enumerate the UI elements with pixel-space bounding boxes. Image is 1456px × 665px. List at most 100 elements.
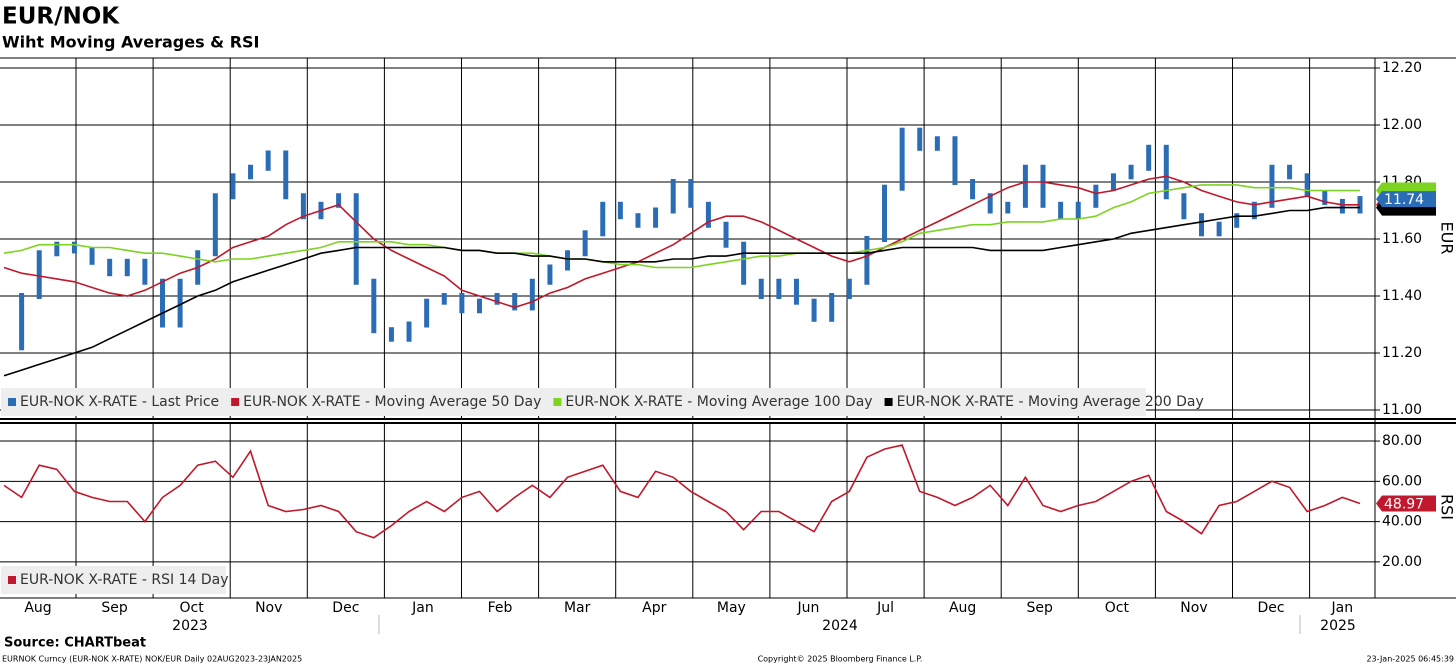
chart-subtitle: Wiht Moving Averages & RSI — [2, 33, 259, 52]
price-bar — [617, 201, 623, 220]
price-bar — [1022, 164, 1028, 208]
price-bar — [705, 201, 711, 228]
x-tick-label: Jul — [876, 600, 894, 616]
price-bar — [1322, 190, 1328, 205]
price-bar — [529, 278, 535, 311]
x-tick-label: Jun — [797, 600, 820, 616]
y-tick-label: 11.60 — [1382, 231, 1422, 247]
price-bar — [987, 193, 993, 214]
price-bar — [283, 150, 289, 200]
x-tick-label: Nov — [255, 600, 282, 616]
price-bar — [793, 278, 799, 305]
price-bar — [1163, 144, 1169, 200]
source: Source: CHARTbeat — [4, 636, 146, 651]
y-tick-label: 11.00 — [1382, 402, 1422, 418]
x-tick-label: Dec — [1258, 600, 1285, 616]
legend-swatch — [884, 398, 893, 406]
price-bar — [230, 173, 236, 200]
price-bar — [476, 298, 482, 314]
price-bar — [1304, 173, 1310, 197]
legend-label: EUR-NOK X-RATE - Moving Average 100 Day — [565, 394, 872, 410]
price-bar — [1199, 213, 1205, 237]
price-bar — [864, 236, 870, 285]
price-bar — [371, 278, 377, 334]
price-bar — [934, 136, 940, 151]
price-bar — [300, 193, 306, 220]
last-value-label: 11.74 — [1384, 192, 1424, 208]
y-tick-label: 11.40 — [1382, 288, 1422, 304]
price-bar — [248, 164, 254, 180]
y-tick-label: 40.00 — [1382, 514, 1422, 530]
footer-center: Copyright© 2025 Bloomberg Finance L.P. — [758, 655, 923, 664]
x-tick-label: Feb — [488, 600, 513, 616]
year-label: 2023 — [172, 618, 208, 634]
price-bar — [688, 179, 694, 208]
price-bar — [723, 221, 729, 248]
x-tick-label: Dec — [332, 600, 359, 616]
x-tick-label: Aug — [24, 600, 51, 616]
footer-left: EURNOK Curncy (EUR-NOK X-RATE) NOK/EUR D… — [2, 655, 302, 664]
series-line — [3, 444, 1361, 539]
legend-box — [1, 566, 226, 594]
price-bar — [441, 293, 447, 305]
price-bar — [846, 278, 852, 299]
y-tick-label: 12.00 — [1382, 117, 1422, 133]
price-bar — [600, 201, 606, 237]
price-bar — [1339, 198, 1345, 214]
last-value-label: 48.97 — [1384, 497, 1424, 513]
legend-label: EUR-NOK X-RATE - Moving Average 200 Day — [897, 394, 1204, 410]
y-tick-label: 60.00 — [1382, 473, 1422, 489]
x-tick-label: Apr — [642, 600, 666, 616]
legend-swatch — [8, 398, 16, 406]
series-line — [3, 175, 1360, 309]
price-bar — [1287, 164, 1293, 180]
price-bar — [952, 136, 958, 185]
x-tick-label: Mar — [564, 600, 591, 616]
price-bar — [36, 250, 42, 299]
price-bar — [494, 293, 500, 305]
legend-label: EUR-NOK X-RATE - Moving Average 50 Day — [243, 394, 541, 410]
price-bar — [124, 258, 130, 277]
price-bar — [1251, 201, 1257, 220]
chart-title: EUR/NOK — [2, 4, 120, 30]
price-bar — [107, 258, 113, 277]
price-bar — [1075, 201, 1081, 220]
y-axis-label: RSI — [1438, 494, 1456, 520]
last-value-tag — [1376, 495, 1436, 512]
y-axis-label: EUR — [1438, 222, 1456, 255]
legend-swatch — [8, 576, 16, 584]
series-line — [3, 206, 1360, 377]
price-bar — [177, 278, 183, 328]
price-bar — [159, 278, 165, 328]
last-value-tag — [1376, 191, 1436, 208]
price-bar — [19, 293, 25, 351]
price-bar — [212, 193, 218, 257]
x-tick-label: Sep — [101, 600, 128, 616]
price-bar — [388, 327, 394, 342]
price-bar — [1093, 184, 1099, 208]
year-label: 2024 — [822, 618, 858, 634]
x-tick-label: Jan — [1331, 600, 1354, 616]
price-bar — [265, 150, 271, 171]
x-tick-label: Aug — [949, 600, 976, 616]
x-tick-label: Sep — [1027, 600, 1054, 616]
price-bar — [917, 127, 923, 151]
x-tick-label: Jan — [411, 600, 434, 616]
price-bar — [582, 230, 588, 257]
legend-swatch — [553, 398, 562, 406]
x-tick-label: Oct — [180, 600, 205, 616]
price-bar — [1146, 144, 1152, 171]
price-bar — [670, 179, 676, 214]
price-bar — [1216, 221, 1222, 237]
price-bar — [970, 179, 976, 200]
price-bar — [353, 193, 359, 285]
footer-right: 23-Jan-2025 06:45:39 — [1366, 655, 1454, 664]
price-bar — [54, 241, 60, 257]
price-bar — [1058, 201, 1064, 220]
legend-swatch — [231, 398, 240, 406]
price-bar — [1181, 193, 1187, 220]
price-bar — [1234, 213, 1240, 228]
price-bar — [142, 258, 148, 285]
price-bar — [459, 293, 465, 314]
